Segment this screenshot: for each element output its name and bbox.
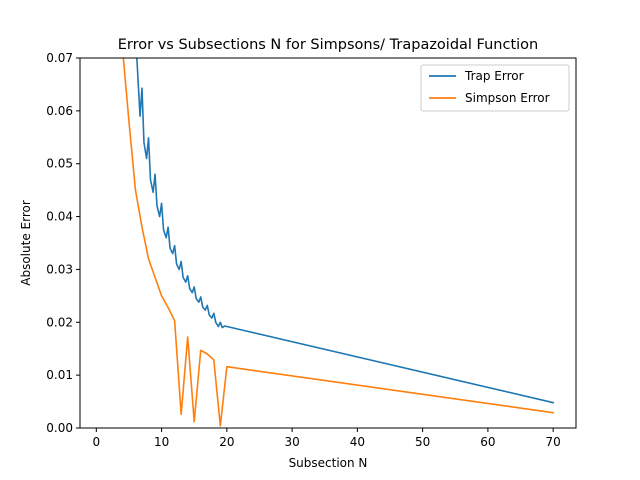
legend-label-simpson: Simpson Error [465,91,550,105]
y-tick-label: 0.05 [46,157,73,171]
legend-label-trap: Trap Error [464,69,524,83]
x-tick-label: 40 [350,435,365,449]
plot-frame [79,57,577,429]
x-tick-label: 50 [415,435,430,449]
x-tick-label: 10 [154,435,169,449]
x-tick-label: 70 [546,435,561,449]
y-axis-label: Absolute Error [19,200,33,286]
x-tick-label: 30 [284,435,299,449]
y-tick-label: 0.07 [46,51,73,65]
legend: Trap Error Simpson Error [420,64,570,112]
series-layer [122,58,555,427]
y-tick-label: 0.06 [46,104,73,118]
y-axis: 0.00 0.01 0.02 0.03 0.04 0.05 0.06 0.07 [46,51,80,435]
series-line-simpson-error [122,58,555,427]
x-axis-label: Subsection N [289,456,368,470]
series-line-trap-error [136,58,555,404]
legend-box [420,64,570,112]
x-tick-label: 60 [480,435,495,449]
y-tick-label: 0.00 [46,421,73,435]
y-tick-label: 0.01 [46,368,73,382]
chart-title: Error vs Subsections N for Simpsons/ Tra… [118,37,539,53]
y-tick-label: 0.03 [46,262,73,276]
y-tick-label: 0.04 [46,210,73,224]
x-tick-label: 20 [219,435,234,449]
y-tick-label: 0.02 [46,315,73,329]
x-tick-label: 0 [92,435,100,449]
x-axis: 0 10 20 30 40 50 60 70 [92,428,561,449]
